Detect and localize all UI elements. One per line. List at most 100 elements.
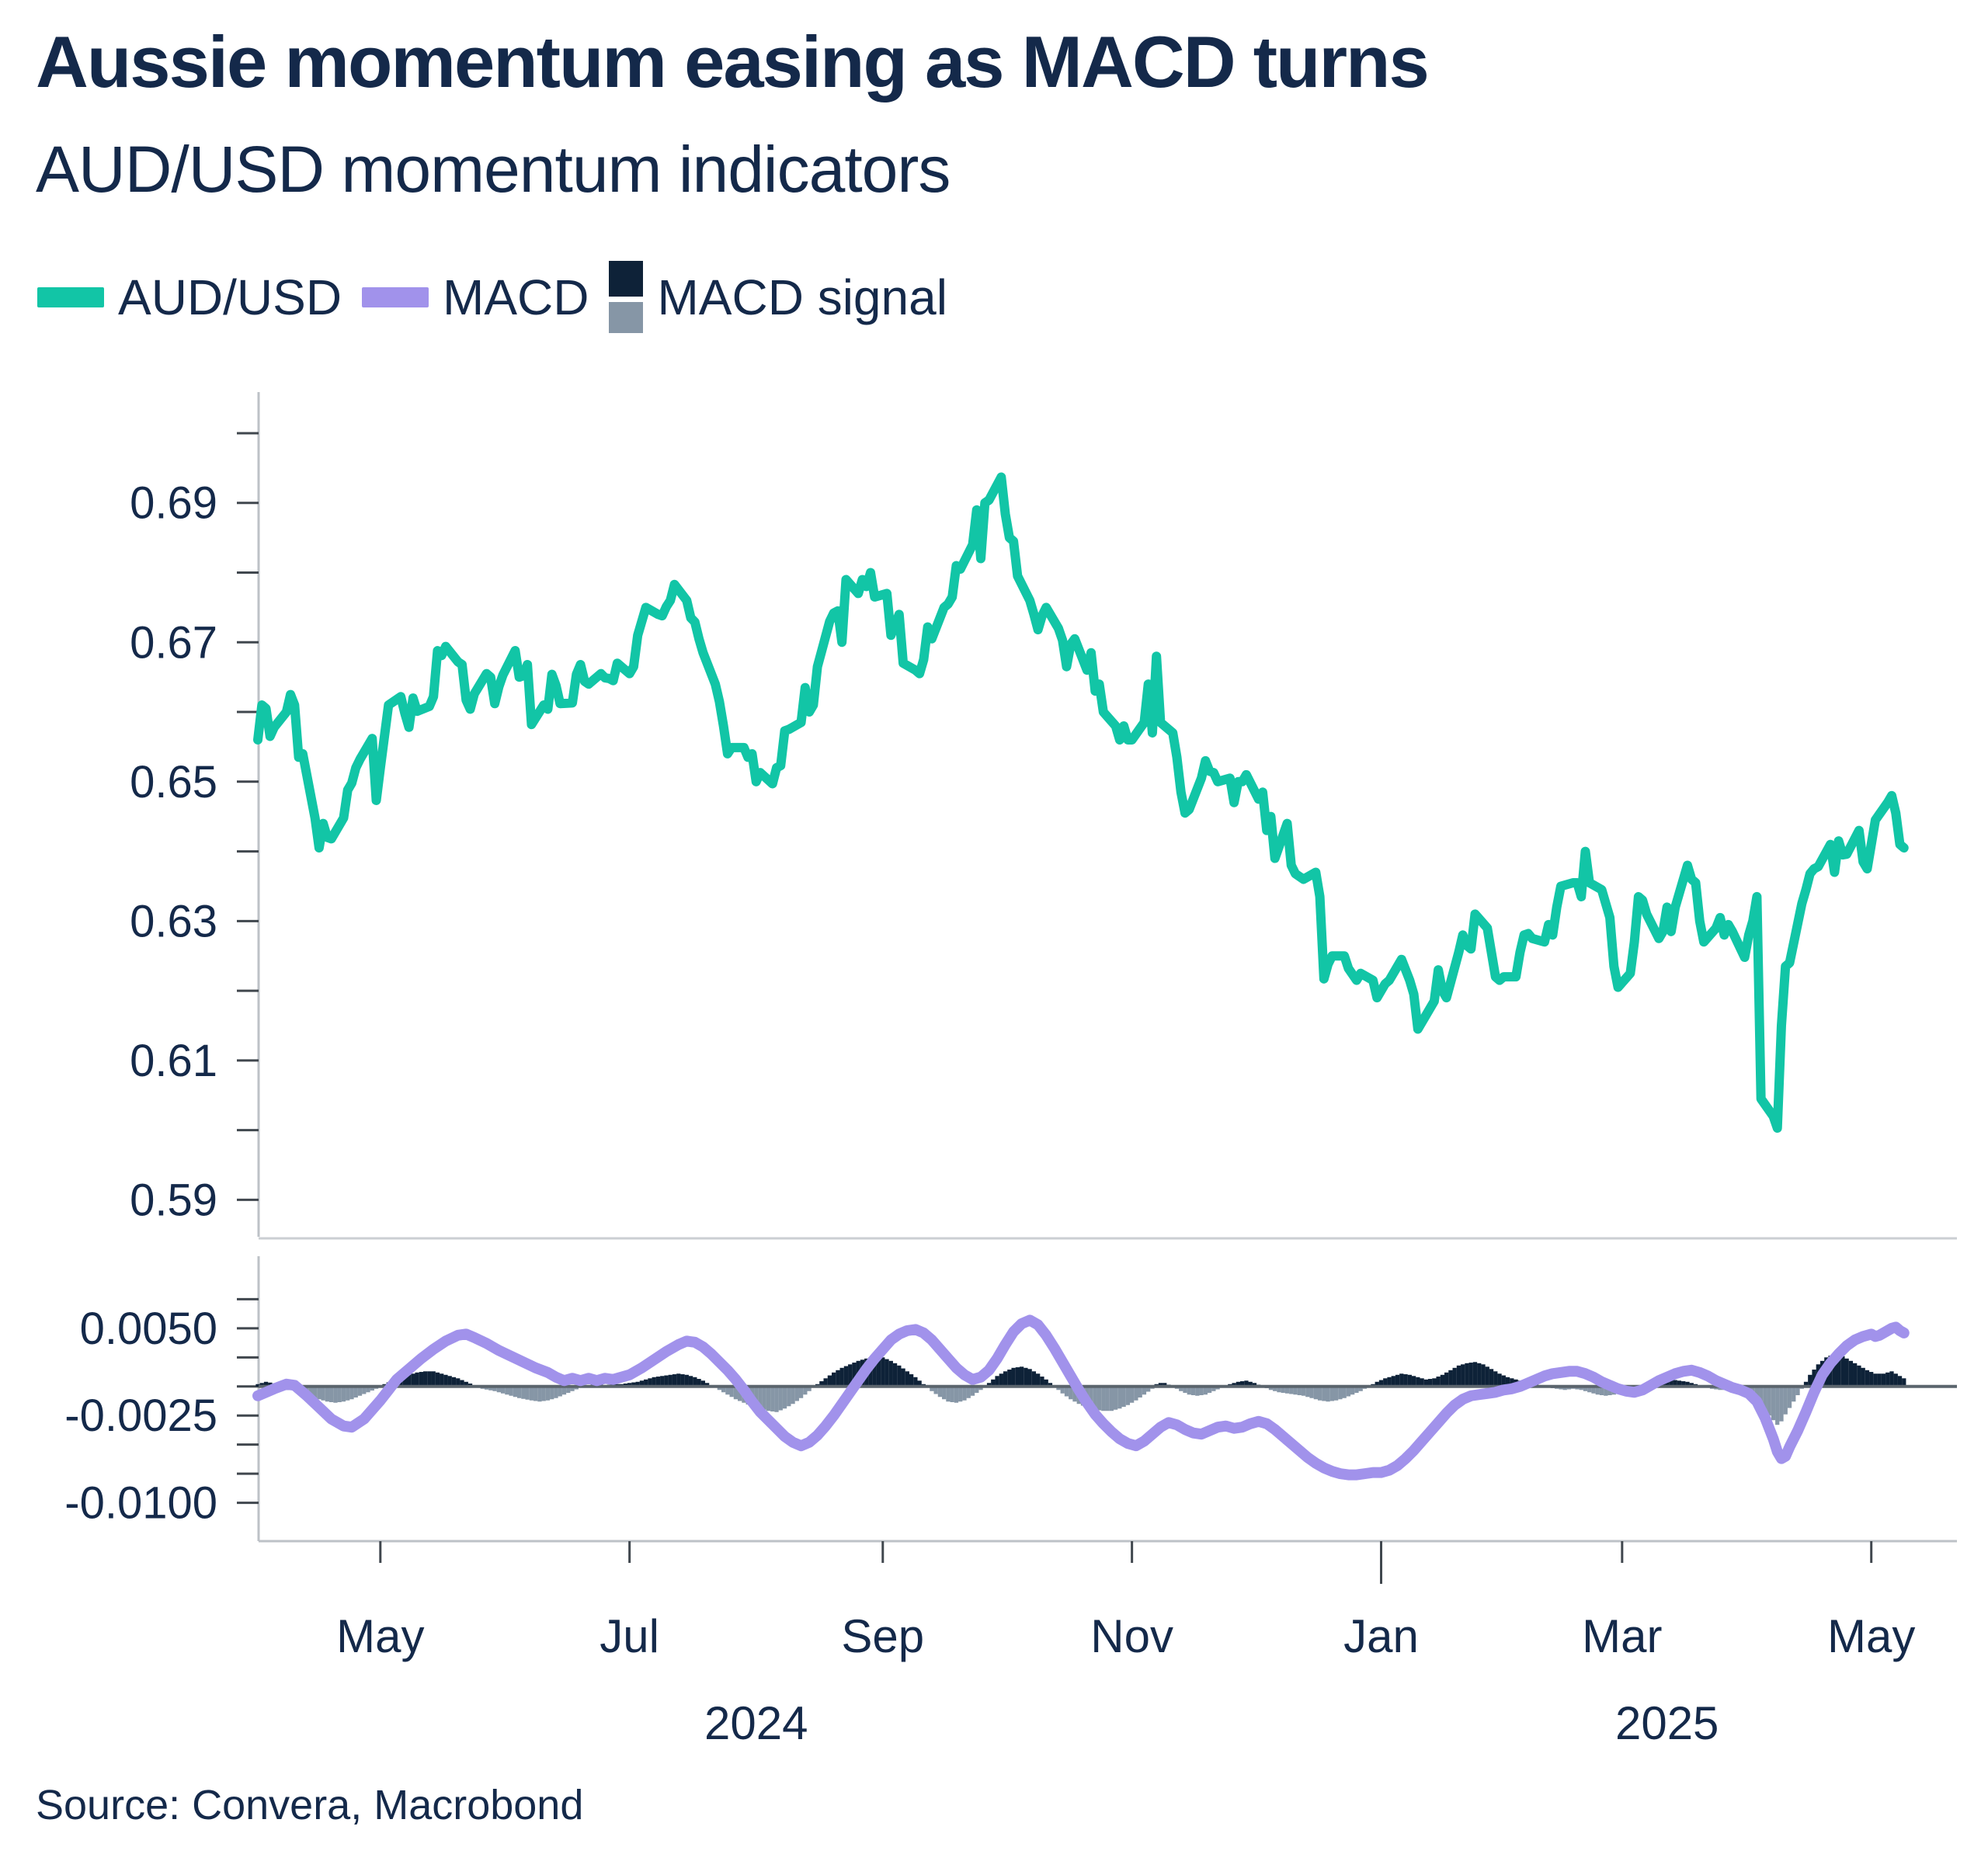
macd-histogram-bar xyxy=(1681,1381,1686,1387)
macd-histogram-bar xyxy=(541,1386,546,1401)
macd-line xyxy=(252,1314,1910,1481)
macd-histogram-bar xyxy=(308,1386,314,1397)
macd-histogram-bar xyxy=(648,1378,652,1387)
macd-histogram-bar xyxy=(664,1375,669,1387)
macd-histogram-bar xyxy=(1146,1386,1151,1392)
macd-histogram-bar xyxy=(1440,1374,1445,1387)
price-tick-label: 0.61 xyxy=(130,1036,217,1086)
macd-histogram-bar xyxy=(733,1386,739,1400)
macd-histogram-bar xyxy=(672,1374,677,1387)
macd-histogram-bar xyxy=(406,1374,412,1387)
macd-histogram-bar xyxy=(1685,1381,1690,1387)
macd-histogram-bar xyxy=(1277,1386,1281,1393)
macd-histogram-bar xyxy=(1857,1365,1861,1387)
macd-histogram-bar xyxy=(1489,1369,1494,1387)
month-label: Nov xyxy=(1090,1610,1173,1662)
macd-histogram-bar xyxy=(798,1386,804,1398)
macd-histogram-bar xyxy=(1812,1370,1816,1387)
macd-histogram-bar xyxy=(782,1386,787,1409)
macd-histogram-bar xyxy=(1183,1386,1187,1394)
macd-histogram-bar xyxy=(684,1374,689,1387)
macd-histogram-bar xyxy=(881,1357,885,1387)
macd-histogram-bar xyxy=(1395,1374,1400,1387)
macd-histogram-bar xyxy=(1669,1379,1673,1387)
macd-histogram-bar xyxy=(509,1386,513,1396)
macd-histogram-bar xyxy=(901,1368,905,1387)
macd-histogram-bar xyxy=(787,1386,791,1407)
macd-histogram-bar xyxy=(1101,1386,1106,1411)
macd-histogram-bar xyxy=(1199,1386,1204,1396)
macd-histogram-bar xyxy=(1105,1386,1110,1411)
macd-signal-negative-swatch xyxy=(609,302,644,333)
macd-histogram-bar xyxy=(999,1373,1003,1387)
macd-histogram-bar xyxy=(1293,1386,1298,1395)
macd-histogram-bar xyxy=(545,1386,551,1401)
macd-histogram-bar xyxy=(1117,1386,1122,1409)
macd-histogram-bar xyxy=(1326,1386,1330,1402)
macd-histogram-bar xyxy=(1840,1356,1845,1387)
macd-histogram-bar xyxy=(1775,1386,1780,1425)
macd-histogram-bar xyxy=(644,1379,648,1387)
macd-histogram-bar xyxy=(717,1386,722,1391)
macd-histogram-bar xyxy=(832,1372,836,1387)
macd-histogram-bar xyxy=(1673,1380,1677,1387)
macd-histogram-bar xyxy=(729,1386,734,1398)
macd-histogram-bar xyxy=(1803,1381,1809,1387)
macd-histogram-bar xyxy=(1779,1386,1784,1422)
macd-histogram-bar xyxy=(991,1379,996,1387)
macd-histogram-bar xyxy=(1481,1364,1486,1387)
macd-histogram-bar xyxy=(1003,1371,1008,1387)
macd-histogram-bar xyxy=(1501,1375,1506,1387)
macd-histogram-bar xyxy=(1604,1386,1608,1396)
macd-histogram-bar xyxy=(1232,1383,1236,1387)
macd-histogram-bar xyxy=(1113,1386,1118,1410)
macd-histogram-bar xyxy=(1346,1386,1351,1397)
macd-histogram-bar xyxy=(566,1386,571,1394)
macd-histogram-bar xyxy=(1097,1386,1102,1411)
macd-histogram-bar xyxy=(762,1386,766,1410)
macd-histogram-bar xyxy=(1322,1386,1326,1401)
macd-histogram-bar xyxy=(525,1386,530,1400)
macd-histogram-bar xyxy=(440,1373,444,1387)
macd-histogram-bar xyxy=(1375,1381,1379,1387)
macd-histogram-bar xyxy=(268,1382,273,1387)
macd-histogram-bar xyxy=(1844,1358,1849,1387)
macd-histogram-bar xyxy=(1383,1378,1388,1387)
macd-histogram-bar xyxy=(1485,1366,1489,1387)
macd-histogram-bar xyxy=(550,1386,554,1400)
macd-histogram-bar xyxy=(1399,1373,1404,1387)
macd-histogram-bar xyxy=(652,1377,656,1387)
macd-histogram-bar xyxy=(791,1386,795,1404)
price-tick-label: 0.65 xyxy=(130,757,217,807)
macd-histogram-bar xyxy=(668,1374,673,1387)
macd-histogram-bar xyxy=(1873,1373,1878,1387)
macd-histogram-bar xyxy=(558,1386,562,1397)
macd-histogram-bar xyxy=(1273,1386,1277,1391)
macd-histogram-bar xyxy=(317,1386,321,1400)
macd-histogram-bar xyxy=(827,1375,832,1387)
macd-histogram-bar xyxy=(1861,1367,1865,1387)
macd-histogram-bar xyxy=(533,1386,538,1401)
macd-histogram-bar xyxy=(366,1386,370,1393)
macd-histogram-bar xyxy=(1599,1386,1604,1396)
macd-histogram-bar xyxy=(1497,1373,1502,1387)
macd-histogram-bar xyxy=(905,1371,909,1387)
macd-histogram-bar xyxy=(492,1386,497,1391)
macd-histogram-bar xyxy=(897,1365,902,1387)
macd-histogram-bar xyxy=(1832,1353,1837,1387)
macd-histogram-bar xyxy=(255,1384,260,1387)
macd-histogram-bar xyxy=(1836,1355,1841,1387)
macd-histogram-bar xyxy=(1138,1386,1142,1398)
month-label: Sep xyxy=(841,1610,924,1662)
macd-histogram-bar xyxy=(1309,1386,1314,1398)
legend-item-audusd: AUD/USD xyxy=(37,269,342,326)
macd-histogram-bar xyxy=(1064,1386,1069,1397)
macd-histogram-bar xyxy=(451,1377,457,1387)
macd-signal-swatch-icon xyxy=(609,261,644,333)
month-label: Jan xyxy=(1343,1610,1419,1662)
macd-histogram-bar xyxy=(1190,1386,1196,1396)
macd-histogram-bar xyxy=(1689,1383,1694,1387)
macd-histogram-bar xyxy=(1203,1386,1208,1395)
macd-histogram-bar xyxy=(427,1371,432,1387)
macd-histogram-bar xyxy=(1024,1367,1028,1387)
